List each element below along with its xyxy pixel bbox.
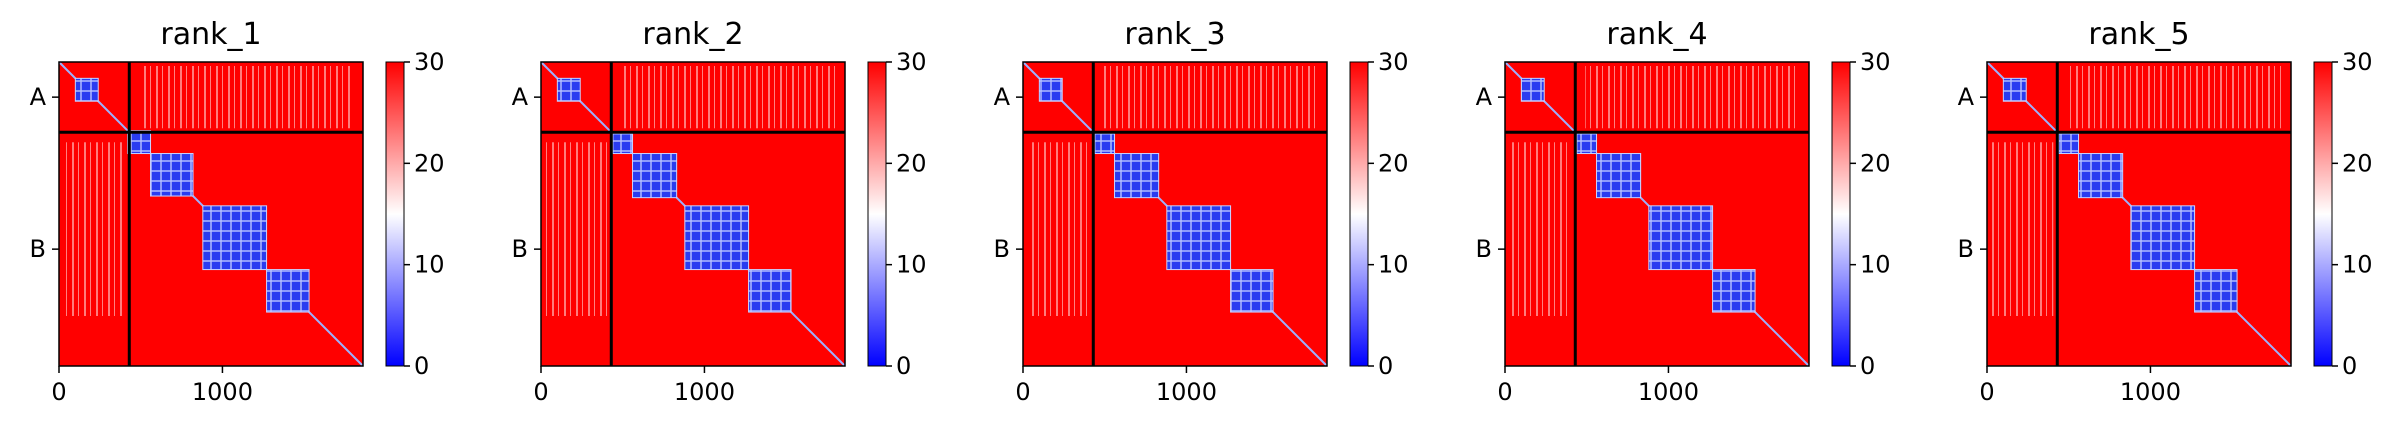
- panel-title: rank_4: [1606, 17, 1707, 52]
- confident-block: [150, 153, 194, 197]
- x-tick-label: 1000: [1156, 378, 1217, 406]
- colorbar-tick-label: 30: [1860, 48, 1891, 76]
- confident-block: [2058, 133, 2080, 155]
- colorbar-tick-label: 20: [2342, 149, 2373, 177]
- confident-block: [1230, 269, 1274, 313]
- y-tick-label: A: [994, 83, 1011, 111]
- heatmap-frame: [1504, 61, 1810, 367]
- confident-block: [632, 153, 678, 199]
- x-tick-label: 1000: [1638, 378, 1699, 406]
- y-tick-label: B: [1958, 235, 1974, 263]
- confident-block: [1596, 153, 1642, 199]
- confident-block: [612, 133, 634, 155]
- confident-block: [2078, 153, 2124, 199]
- colorbar-tick-label: 20: [896, 149, 927, 177]
- heatmap-frame: [1986, 61, 2292, 367]
- colorbar-tick-label: 20: [414, 149, 445, 177]
- y-tick-label: B: [994, 235, 1010, 263]
- panel-title: rank_5: [2088, 17, 2189, 52]
- confident-block: [2130, 205, 2196, 271]
- x-tick-label: 1000: [192, 378, 253, 406]
- y-tick-label: A: [30, 83, 47, 111]
- panel-title: rank_1: [160, 17, 261, 52]
- colorbar-tick-label: 30: [1378, 48, 1409, 76]
- inter-chain-stripes-left: [63, 142, 126, 316]
- colorbar-tick-label: 30: [896, 48, 927, 76]
- confident-block: [1520, 77, 1545, 102]
- colorbar-tick-label: 0: [414, 352, 429, 380]
- panel-2: rank_2 A B 0 1000 0 10 20 30: [512, 17, 927, 406]
- colorbar-tick-label: 0: [1860, 352, 1875, 380]
- x-tick-label: 0: [1497, 378, 1512, 406]
- colorbar: [867, 61, 887, 367]
- inter-chain-stripes-top: [1585, 66, 1799, 129]
- panel-3: rank_3 A B 0 1000 0 10 20 30: [994, 17, 1409, 406]
- confident-block: [2194, 269, 2238, 313]
- panel-title: rank_3: [1124, 17, 1225, 52]
- inter-chain-stripes-top: [139, 66, 353, 129]
- inter-chain-stripes-top: [621, 66, 835, 129]
- x-tick-label: 1000: [674, 378, 735, 406]
- colorbar: [2313, 61, 2333, 367]
- x-tick-label: 0: [1015, 378, 1030, 406]
- inter-chain-stripes-left: [1991, 142, 2054, 316]
- y-tick-label: B: [512, 235, 528, 263]
- y-tick-label: B: [1476, 235, 1492, 263]
- colorbar-tick-label: 20: [1860, 149, 1891, 177]
- heatmap-frame: [1022, 61, 1328, 367]
- inter-chain-stripes-top: [2067, 66, 2281, 129]
- colorbar-tick-label: 30: [414, 48, 445, 76]
- confident-block: [748, 269, 792, 313]
- confident-block: [202, 205, 268, 271]
- confident-block: [127, 130, 152, 155]
- colorbar-tick-label: 0: [896, 352, 911, 380]
- panel-5: rank_5 A B 0 1000 0 10 20 30: [1958, 17, 2373, 406]
- confident-block: [1712, 269, 1756, 313]
- colorbar: [1349, 61, 1369, 367]
- colorbar-tick-label: 20: [1378, 149, 1409, 177]
- confident-block: [2002, 77, 2027, 102]
- inter-chain-stripes-left: [1027, 142, 1090, 316]
- inter-chain-stripes-left: [545, 142, 608, 316]
- panel-title: rank_2: [642, 17, 743, 52]
- y-tick-label: A: [1958, 83, 1975, 111]
- colorbar-tick-label: 0: [1378, 352, 1393, 380]
- confident-block: [1648, 205, 1714, 271]
- confident-block: [1094, 133, 1116, 155]
- confident-block: [1038, 77, 1063, 102]
- x-tick-label: 1000: [2120, 378, 2181, 406]
- y-tick-label: B: [30, 235, 46, 263]
- confident-block: [1576, 133, 1598, 155]
- colorbar-tick-label: 30: [2342, 48, 2373, 76]
- x-tick-label: 0: [51, 378, 66, 406]
- colorbar-tick-label: 10: [2342, 251, 2373, 279]
- heatmap-frame: [540, 61, 846, 367]
- colorbar-tick-label: 10: [414, 251, 445, 279]
- colorbar-tick-label: 10: [1860, 251, 1891, 279]
- colorbar: [1831, 61, 1851, 367]
- x-tick-label: 0: [1979, 378, 1994, 406]
- confident-block: [266, 269, 310, 313]
- panel-1: rank_1 A B 0 1000 0 10 20 30: [30, 17, 445, 406]
- inter-chain-stripes-left: [1509, 142, 1572, 316]
- colorbar-tick-label: 10: [896, 251, 927, 279]
- y-tick-label: A: [1476, 83, 1493, 111]
- heatmap-frame: [58, 61, 364, 367]
- colorbar-tick-label: 10: [1378, 251, 1409, 279]
- y-tick-label: A: [512, 83, 529, 111]
- x-tick-label: 0: [533, 378, 548, 406]
- confident-block: [556, 77, 581, 102]
- colorbar: [385, 61, 405, 367]
- confident-block: [684, 205, 750, 271]
- confident-block: [1114, 153, 1160, 199]
- inter-chain-stripes-top: [1103, 66, 1317, 129]
- confident-block: [74, 77, 99, 102]
- colorbar-tick-label: 0: [2342, 352, 2357, 380]
- panel-4: rank_4 A B 0 1000 0 10 20 30: [1476, 17, 1891, 406]
- confident-block: [1166, 205, 1232, 271]
